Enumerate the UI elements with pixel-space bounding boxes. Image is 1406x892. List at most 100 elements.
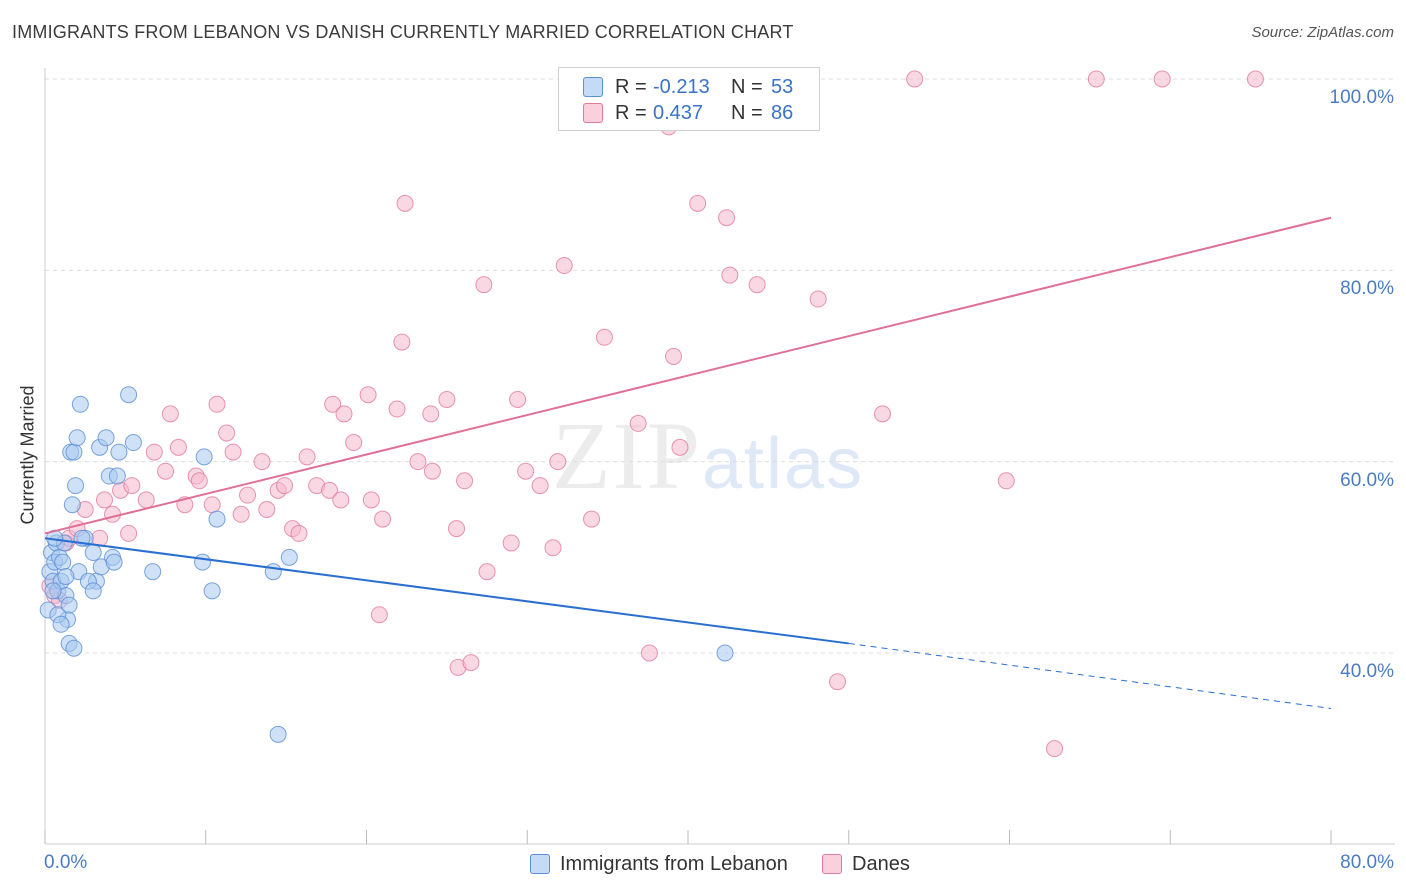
danes-point: [874, 405, 892, 423]
danes-point: [290, 524, 308, 542]
danes-point: [718, 209, 736, 227]
lebanon-point: [60, 596, 78, 614]
lebanon-legend-swatch: [530, 854, 550, 874]
danes-point: [324, 395, 342, 413]
danes-point: [517, 462, 535, 480]
lebanon-point: [57, 567, 75, 585]
danes-point: [203, 496, 221, 514]
danes-point: [224, 443, 242, 461]
danes-point: [374, 510, 392, 528]
danes-point: [232, 505, 250, 523]
danes-point: [409, 453, 427, 471]
lebanon-point: [84, 544, 102, 562]
danes-legend-swatch: [822, 854, 842, 874]
danes-point: [393, 333, 411, 351]
danes-point: [509, 390, 527, 408]
danes-point: [104, 505, 122, 523]
danes-point: [190, 472, 208, 490]
danes-point: [208, 395, 226, 413]
lebanon-point: [84, 582, 102, 600]
danes-point: [423, 462, 441, 480]
lebanon-point: [108, 467, 126, 485]
danes-point: [997, 472, 1015, 490]
watermark: ZIPatlas: [552, 400, 864, 511]
danes-point: [145, 443, 163, 461]
lebanon-point: [63, 496, 81, 514]
watermark-atlas: atlas: [702, 424, 865, 504]
lebanon-point: [208, 510, 226, 528]
x-tick-label: 80.0%: [1340, 852, 1394, 873]
danes-point: [671, 438, 689, 456]
lebanon-point: [269, 725, 287, 743]
watermark-zip: ZIP: [552, 402, 702, 509]
y-tick-label: 60.0%: [1340, 469, 1394, 491]
danes-point: [555, 257, 573, 275]
danes-point: [239, 486, 257, 504]
danes-point: [1046, 740, 1064, 758]
lebanon-point: [68, 429, 86, 447]
chart-title: IMMIGRANTS FROM LEBANON VS DANISH CURREN…: [12, 22, 794, 42]
lebanon-point: [124, 434, 142, 452]
lebanon-point: [71, 395, 89, 413]
danes-point: [478, 563, 496, 581]
danes-point: [332, 491, 350, 509]
r-value: 0.437: [653, 101, 704, 124]
danes-point: [438, 390, 456, 408]
lebanon-point: [203, 582, 221, 600]
y-axis-label: Currently Married: [17, 385, 38, 525]
danes-point: [475, 276, 493, 294]
danes-point: [123, 477, 141, 495]
danes-point: [828, 673, 846, 691]
legend-label-lebanon: Immigrants from Lebanon: [560, 852, 788, 875]
lebanon-trend-extension: [848, 642, 1332, 709]
lebanon-point: [144, 563, 162, 581]
legend-item-lebanon[interactable]: Immigrants from Lebanon: [530, 851, 788, 877]
danes-point: [448, 520, 466, 538]
danes-point: [665, 347, 683, 365]
danes-point: [456, 472, 474, 490]
danes-point: [120, 524, 138, 542]
danes-point: [362, 491, 380, 509]
danes-point: [276, 477, 294, 495]
stats-row-lebanon: R = -0.213 N = 53: [583, 75, 793, 99]
n-label: N =: [731, 75, 763, 98]
danes-point: [388, 400, 406, 418]
y-tick-label: 80.0%: [1340, 278, 1394, 300]
danes-point: [640, 644, 658, 662]
lebanon-trend-line: [44, 537, 849, 645]
danes-point: [218, 424, 236, 442]
danes-point: [345, 434, 363, 452]
lebanon-point: [105, 553, 123, 571]
danes-point: [462, 654, 480, 672]
r-label: R =: [615, 101, 647, 124]
danes-point: [321, 481, 339, 499]
danes-point: [95, 491, 113, 509]
danes-point: [157, 462, 175, 480]
lebanon-point: [54, 553, 72, 571]
danes-point: [335, 405, 353, 423]
lebanon-point: [194, 553, 212, 571]
legend-item-danes[interactable]: Danes: [822, 851, 910, 877]
lebanon-point: [110, 443, 128, 461]
legend-label-danes: Danes: [852, 852, 910, 875]
lebanon-point: [67, 477, 85, 495]
danes-point: [298, 448, 316, 466]
lebanon-point: [120, 386, 138, 404]
danes-point: [544, 539, 562, 557]
danes-point: [689, 194, 707, 212]
r-label: R =: [615, 75, 647, 98]
danes-point: [595, 328, 613, 346]
stats-row-danes: R = 0.437 N = 86: [583, 101, 793, 125]
danes-point: [253, 453, 271, 471]
danes-point: [549, 453, 567, 471]
stats-legend: R = -0.213 N = 53 R = 0.437 N = 86: [558, 67, 820, 131]
danes-point: [748, 276, 766, 294]
r-value: -0.213: [653, 75, 710, 98]
n-value: 53: [771, 75, 794, 98]
danes-point: [258, 501, 276, 518]
lebanon-point: [195, 448, 213, 466]
danes-point: [137, 491, 155, 509]
danes-point: [422, 405, 440, 423]
danes-point: [721, 266, 739, 284]
danes-swatch: [583, 103, 603, 123]
